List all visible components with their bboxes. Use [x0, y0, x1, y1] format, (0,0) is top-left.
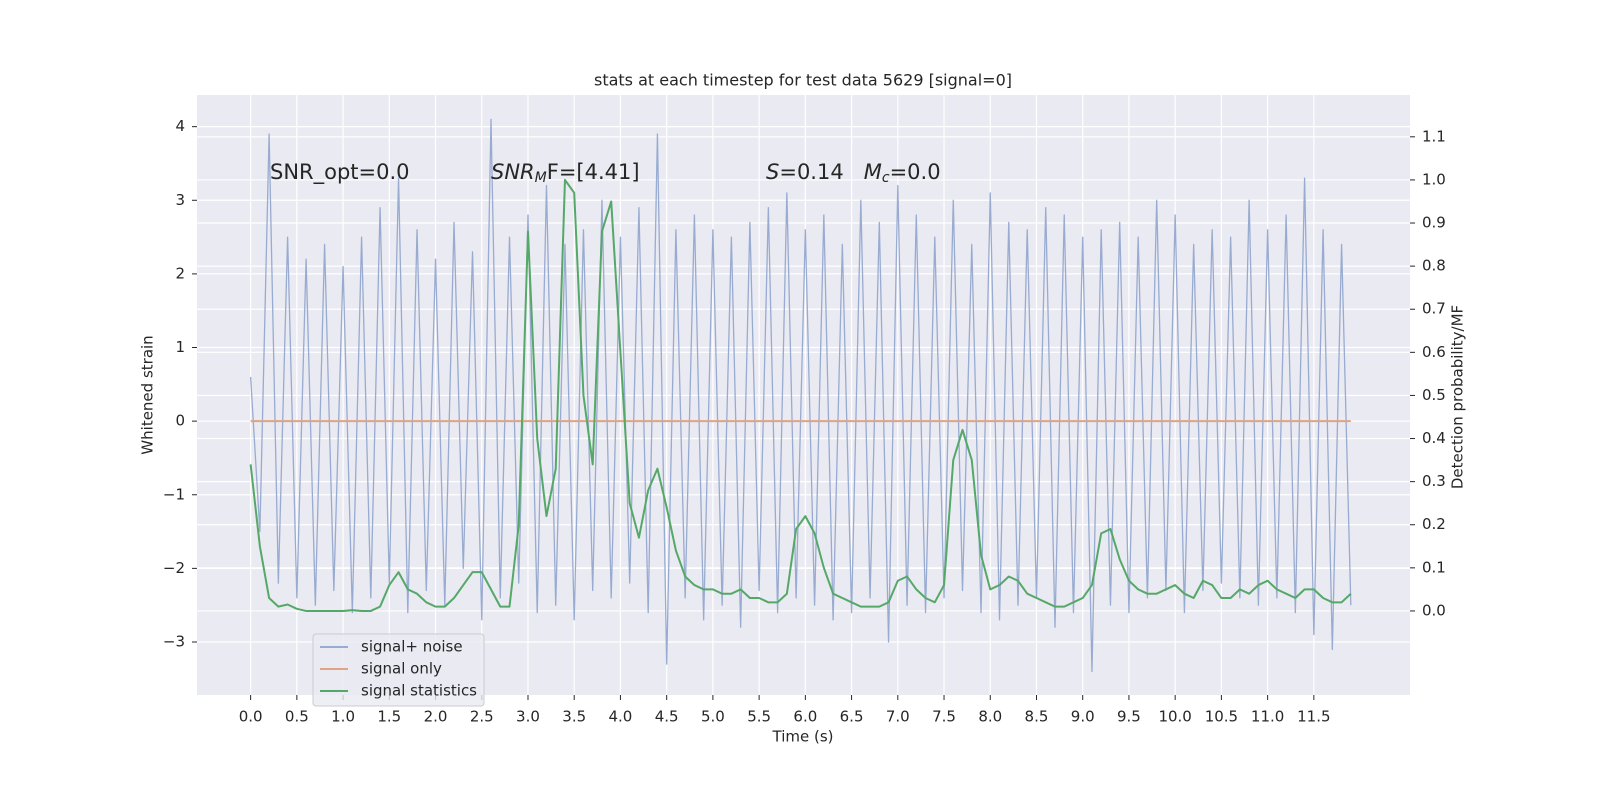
x-tick-label: 0.0	[239, 708, 263, 726]
y-tick-label: 0	[175, 412, 185, 430]
y2-tick-label: 0.6	[1422, 343, 1446, 361]
y2-tick-label: 0.4	[1422, 429, 1446, 447]
y-tick-label: −3	[163, 632, 185, 650]
x-tick-label: 3.5	[562, 708, 586, 726]
x-tick-label: 8.5	[1025, 708, 1049, 726]
series-line	[249, 178, 1352, 612]
y2-tick-label: 1.1	[1422, 127, 1446, 145]
x-tick-label: 6.0	[793, 708, 817, 726]
y2-tick-label: 0.3	[1422, 472, 1446, 490]
x-tick-label: 1.5	[377, 708, 401, 726]
annotation-part: SNR	[491, 160, 535, 184]
annotation: SNRMF=[4.41]	[491, 160, 640, 186]
y2-tick-label: 0.9	[1422, 214, 1446, 232]
y2-tick-label: 1.0	[1422, 170, 1446, 188]
x-tick-label: 10.0	[1158, 708, 1191, 726]
x-tick-label: 10.5	[1205, 708, 1238, 726]
y-tick-label: −1	[163, 485, 185, 503]
x-tick-label: 5.5	[747, 708, 771, 726]
y2-tick-label: 0.1	[1422, 558, 1446, 576]
annotation-part: F=[4.41]	[547, 160, 640, 184]
x-tick-label: 7.0	[886, 708, 910, 726]
y2-tick-label: 0.2	[1422, 515, 1446, 533]
y-tick-label: 1	[175, 338, 185, 356]
x-tick-label: 2.0	[424, 708, 448, 726]
legend-box	[312, 633, 485, 707]
annotation-part: S	[766, 160, 779, 184]
y-tick-label: 3	[175, 191, 185, 209]
x-tick-label: 4.0	[609, 708, 633, 726]
y2-axis-label: Detection probability/MF	[1449, 305, 1467, 489]
y2-tick-label: 0.8	[1422, 257, 1446, 275]
y2-tick-label: 0.0	[1422, 601, 1446, 619]
x-tick-label: 8.0	[978, 708, 1002, 726]
x-tick-label: 11.5	[1297, 708, 1330, 726]
annotation-part: M	[535, 170, 547, 186]
x-tick-label: 1.0	[331, 708, 355, 726]
y2-tick-label: 0.7	[1422, 300, 1446, 318]
annotation: S=0.14 Mc=0.0	[766, 160, 941, 186]
annotation-part: c	[882, 170, 890, 186]
annotation-part: =0.0	[890, 160, 941, 184]
x-tick-label: 4.5	[655, 708, 679, 726]
series-line	[249, 118, 1352, 673]
x-axis-label: Time (s)	[772, 728, 834, 746]
y-tick-label: −2	[163, 559, 185, 577]
annotation-part: SNR_opt=0.0	[270, 160, 410, 185]
legend-label: signal+ noise	[361, 638, 463, 656]
x-tick-label: 3.0	[516, 708, 540, 726]
y-tick-label: 2	[175, 264, 185, 282]
y-tick-label: 4	[175, 117, 185, 135]
legend-label: signal statistics	[361, 682, 477, 700]
x-tick-label: 0.5	[285, 708, 309, 726]
legend-label: signal only	[361, 660, 442, 678]
annotation: SNR_opt=0.0	[270, 160, 410, 185]
x-tick-label: 6.5	[840, 708, 864, 726]
chart-title: stats at each timestep for test data 562…	[594, 71, 1012, 90]
x-tick-label: 7.5	[932, 708, 956, 726]
y-axis-label: Whitened strain	[139, 335, 157, 454]
x-tick-label: 2.5	[470, 708, 494, 726]
annotation-part: =0.14	[779, 160, 863, 184]
x-tick-label: 9.0	[1071, 708, 1095, 726]
y2-tick-label: 0.5	[1422, 386, 1446, 404]
x-tick-label: 9.5	[1117, 708, 1141, 726]
x-tick-label: 11.0	[1251, 708, 1284, 726]
annotation-part: M	[864, 160, 882, 184]
x-tick-label: 5.0	[701, 708, 725, 726]
